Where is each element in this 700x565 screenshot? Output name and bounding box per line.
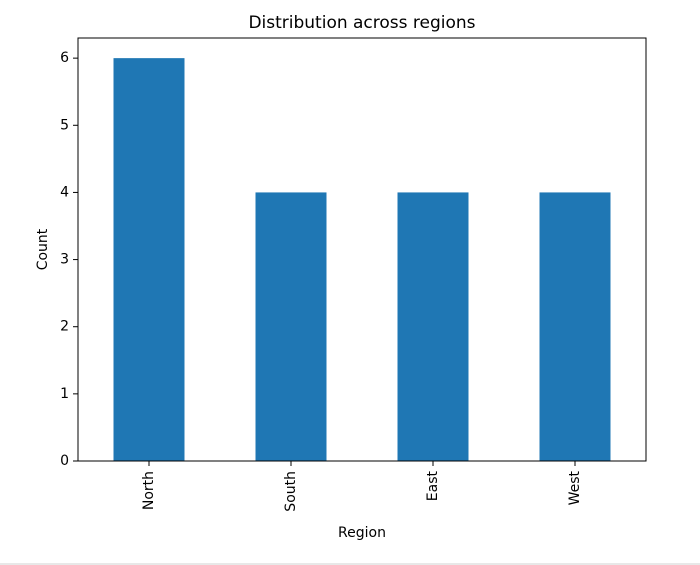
y-tick-label: 0 — [60, 453, 69, 469]
bar-north — [113, 58, 185, 462]
plot-area-frame — [77, 37, 647, 462]
y-tick-label: 2 — [60, 319, 69, 335]
y-axis: 0 1 2 3 4 5 6 — [60, 50, 78, 469]
y-tick-label: 6 — [60, 50, 69, 66]
x-axis-label: Region — [338, 525, 386, 541]
x-tick-label: West — [567, 470, 583, 505]
bars — [113, 58, 611, 462]
y-tick-label: 3 — [60, 252, 69, 268]
x-tick-label: East — [425, 471, 441, 502]
y-tick-label: 1 — [60, 386, 69, 402]
y-tick-label: 5 — [60, 117, 69, 133]
x-axis: North South East West — [141, 461, 583, 512]
x-tick-label: North — [141, 471, 157, 510]
x-tick-label: South — [283, 471, 299, 512]
y-axis-label: Count — [35, 228, 51, 270]
bottom-divider — [0, 563, 700, 565]
y-tick-label: 4 — [60, 184, 69, 200]
bar-west — [539, 192, 611, 461]
bar-east — [397, 192, 469, 461]
bar-south — [255, 192, 327, 461]
chart-title: Distribution across regions — [248, 13, 475, 33]
